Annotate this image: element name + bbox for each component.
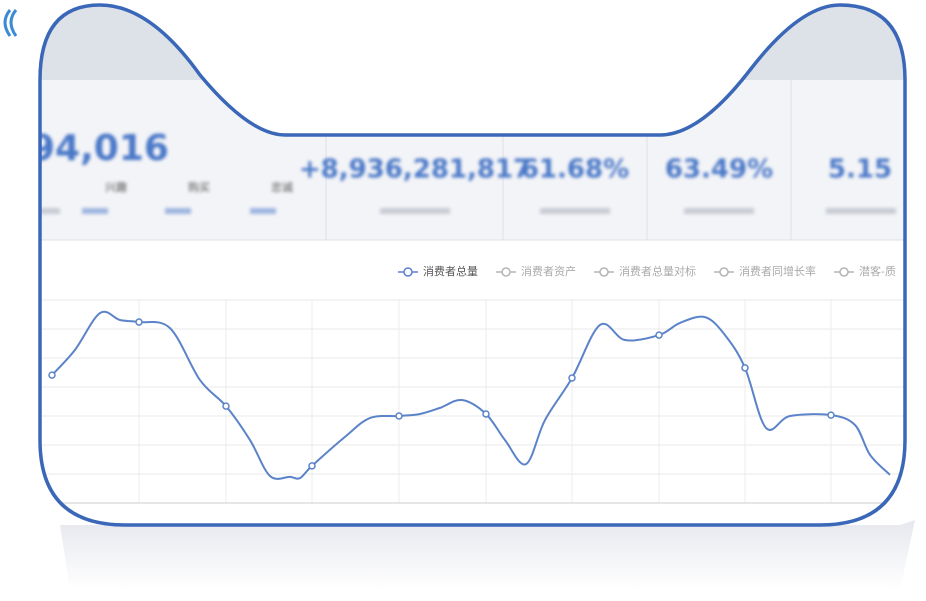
point-marker bbox=[395, 412, 403, 420]
legend-label: 消费者总量 bbox=[423, 264, 478, 278]
legend-icon bbox=[719, 267, 729, 277]
stat-value: 5.15 bbox=[828, 155, 892, 185]
legend-label: 消费者资产 bbox=[521, 264, 576, 278]
point-marker bbox=[827, 411, 835, 419]
cat-frame bbox=[38, 3, 907, 527]
point-marker bbox=[48, 371, 56, 379]
point-marker bbox=[308, 462, 316, 470]
legend-label: 消费者同增长率 bbox=[739, 264, 816, 278]
stat-subitem: 忠诚 bbox=[271, 181, 293, 194]
blurred-captions bbox=[40, 208, 896, 214]
stat-value: +8,936,281,817 bbox=[299, 155, 531, 185]
stat-value: 94,016 bbox=[30, 128, 169, 169]
legend-icon bbox=[839, 267, 849, 277]
point-marker bbox=[568, 374, 576, 382]
legend-label: 潜客-质 bbox=[859, 264, 896, 278]
chart: 消费者总量 消费者资产 消费者总量对标 消费者同增长率 潜客-质 bbox=[40, 264, 905, 504]
stat-value: 61.68% bbox=[521, 155, 629, 185]
frame-shadow bbox=[60, 520, 915, 590]
legend-label: 消费者总量对标 bbox=[619, 264, 696, 278]
stats: 94,016 兴趣 购买 忠诚 +8,936,281,817 61.68% 63… bbox=[30, 128, 896, 214]
legend-icon bbox=[501, 267, 511, 277]
point-marker bbox=[655, 331, 663, 339]
stat-value: 63.49% bbox=[665, 155, 773, 185]
screenshot: 94,016 兴趣 购买 忠诚 +8,936,281,817 61.68% 63… bbox=[30, 5, 905, 525]
point-marker bbox=[482, 410, 490, 418]
point-marker bbox=[741, 364, 749, 372]
point-marker bbox=[222, 402, 230, 410]
logo-mark bbox=[3, 9, 18, 37]
legend-icon bbox=[403, 267, 413, 277]
stat-subitem: 购买 bbox=[188, 180, 210, 194]
point-marker bbox=[135, 318, 143, 326]
stat-subitem: 兴趣 bbox=[105, 180, 127, 194]
header-band bbox=[40, 5, 905, 80]
legend-icon bbox=[599, 267, 609, 277]
